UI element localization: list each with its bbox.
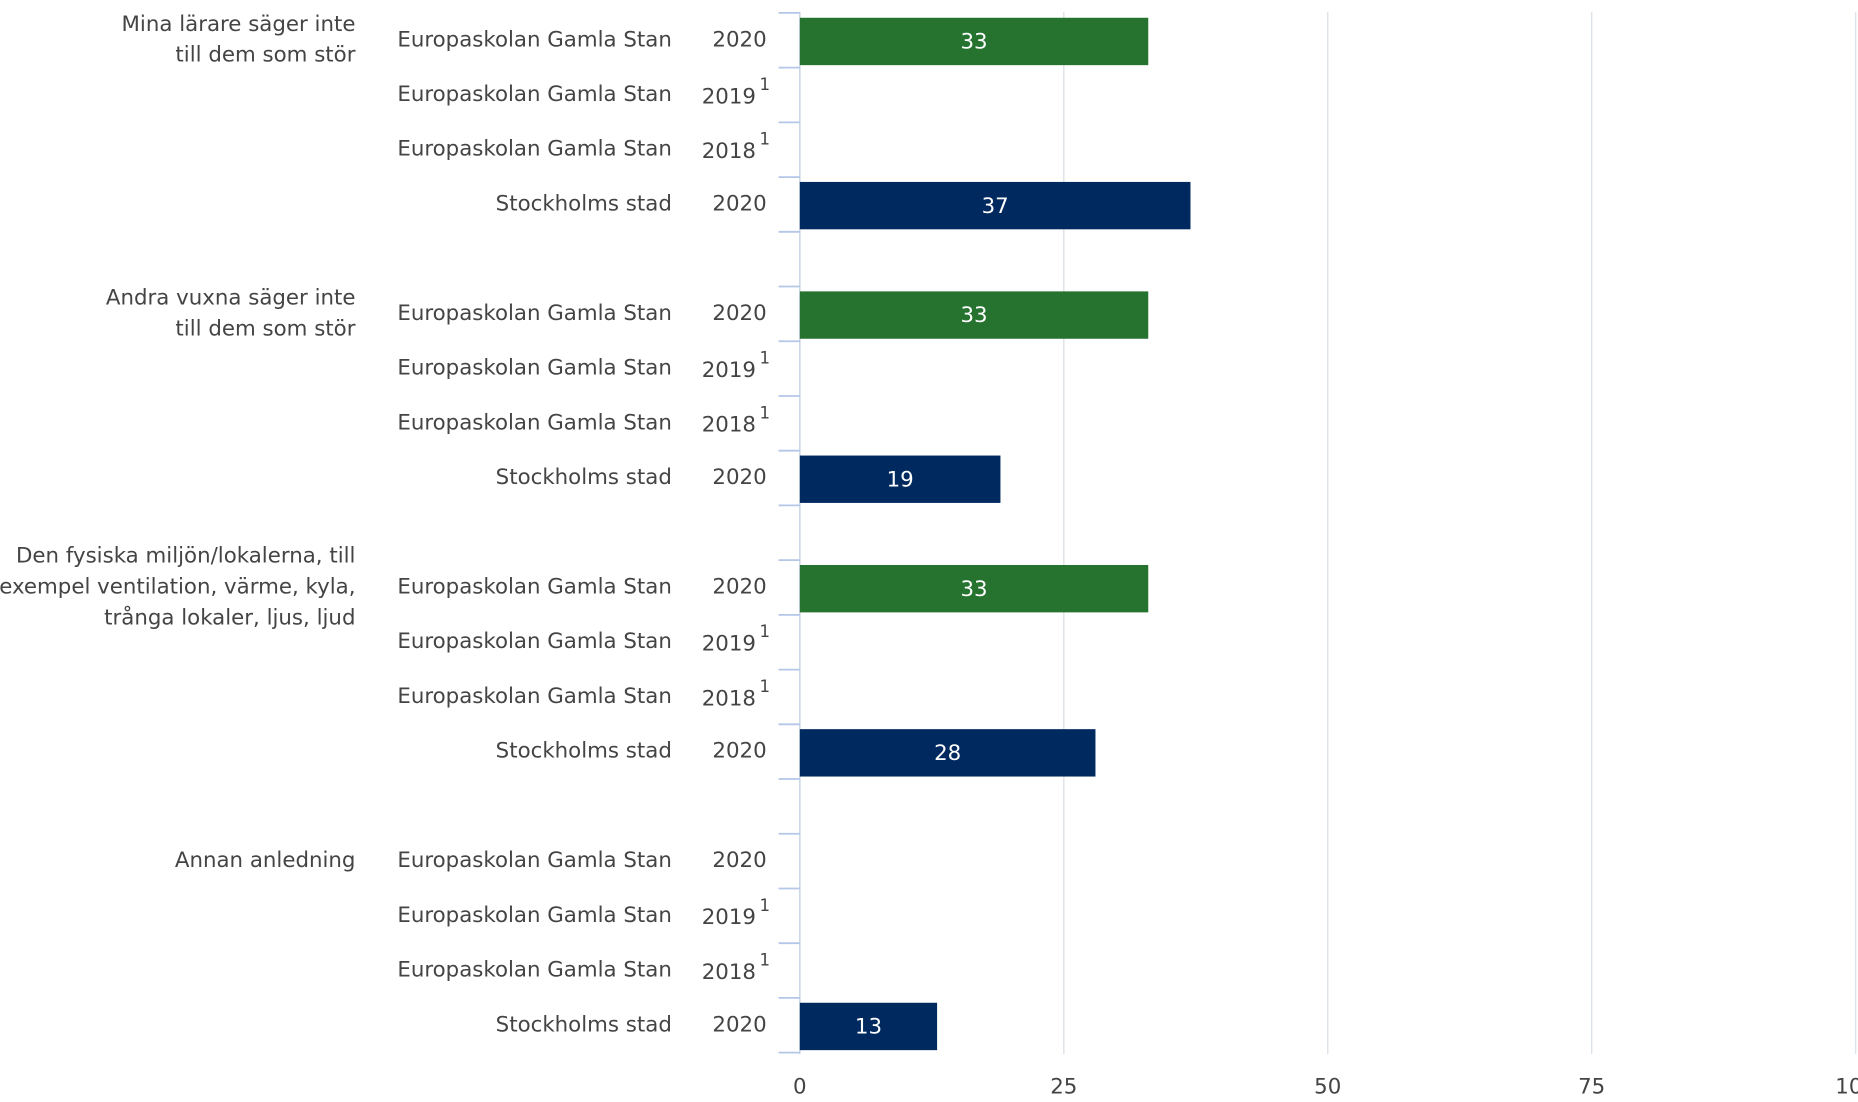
bar bbox=[799, 17, 1149, 66]
footnote-mark: 1 bbox=[760, 75, 771, 94]
row-name: Stockholms stad bbox=[496, 465, 672, 490]
footnote-mark: 1 bbox=[760, 622, 771, 641]
bar bbox=[799, 455, 1001, 503]
group-label: till dem som stör bbox=[175, 316, 355, 341]
row-year: 2020 bbox=[712, 739, 766, 764]
row-year: 2018 bbox=[702, 413, 756, 438]
row-year: 2020 bbox=[712, 191, 766, 216]
x-tick-label: 25 bbox=[1050, 1074, 1077, 1098]
row-year: 2019 bbox=[702, 358, 756, 383]
footnote-mark: 1 bbox=[760, 896, 771, 915]
row-year: 2020 bbox=[712, 574, 766, 599]
group-label: Annan anledning bbox=[175, 848, 356, 873]
x-tick-label: 0 bbox=[793, 1074, 807, 1098]
group-label: exempel ventilation, värme, kyla, bbox=[0, 574, 355, 599]
row-year: 2018 bbox=[702, 686, 756, 711]
bar bbox=[799, 564, 1149, 613]
row-name: Stockholms stad bbox=[496, 739, 672, 764]
value-label: 13 bbox=[855, 1015, 882, 1040]
row-name: Europaskolan Gamla Stan bbox=[397, 958, 671, 983]
bar bbox=[799, 291, 1149, 339]
row-name: Europaskolan Gamla Stan bbox=[397, 356, 671, 381]
row-name: Europaskolan Gamla Stan bbox=[397, 629, 671, 654]
group-label: till dem som stör bbox=[175, 43, 355, 68]
row-name: Europaskolan Gamla Stan bbox=[397, 684, 671, 709]
value-label: 28 bbox=[934, 741, 961, 766]
x-tick-label: 75 bbox=[1578, 1074, 1605, 1098]
value-label: 37 bbox=[982, 194, 1009, 219]
value-label: 33 bbox=[960, 577, 987, 602]
row-year: 2019 bbox=[702, 905, 756, 930]
bar bbox=[799, 181, 1191, 230]
group-label: Den fysiska miljön/lokalerna, till bbox=[16, 544, 355, 569]
x-tick-label: 100 bbox=[1835, 1074, 1858, 1098]
footnote-mark: 1 bbox=[760, 349, 771, 368]
row-name: Europaskolan Gamla Stan bbox=[397, 410, 671, 435]
row-year: 2020 bbox=[712, 27, 766, 52]
footnote-mark: 1 bbox=[760, 403, 771, 422]
group-label: trånga lokaler, ljus, ljud bbox=[104, 604, 355, 630]
row-name: Europaskolan Gamla Stan bbox=[397, 301, 671, 326]
footnote-mark: 1 bbox=[760, 130, 771, 149]
row-year: 2020 bbox=[712, 301, 766, 326]
row-year: 2018 bbox=[702, 960, 756, 985]
value-label: 33 bbox=[960, 30, 987, 55]
value-label: 19 bbox=[887, 467, 914, 492]
x-tick-label: 50 bbox=[1314, 1074, 1341, 1098]
row-name: Europaskolan Gamla Stan bbox=[397, 27, 671, 52]
row-name: Europaskolan Gamla Stan bbox=[397, 82, 671, 107]
group-label: Mina lärare säger inte bbox=[122, 12, 356, 37]
footnote-mark: 1 bbox=[760, 951, 771, 970]
row-name: Europaskolan Gamla Stan bbox=[397, 903, 671, 928]
group-label: Andra vuxna säger inte bbox=[106, 285, 356, 310]
row-name: Europaskolan Gamla Stan bbox=[397, 574, 671, 599]
row-name: Stockholms stad bbox=[496, 191, 672, 216]
row-year: 2018 bbox=[702, 139, 756, 164]
bar bbox=[799, 729, 1096, 777]
row-name: Europaskolan Gamla Stan bbox=[397, 848, 671, 873]
footnote-mark: 1 bbox=[760, 677, 771, 696]
row-year: 2019 bbox=[702, 84, 756, 109]
bar bbox=[799, 1002, 938, 1051]
row-year: 2020 bbox=[712, 848, 766, 873]
row-year: 2020 bbox=[712, 465, 766, 490]
row-name: Europaskolan Gamla Stan bbox=[397, 137, 671, 162]
row-year: 2020 bbox=[712, 1012, 766, 1037]
value-label: 33 bbox=[960, 303, 987, 328]
row-year: 2019 bbox=[702, 632, 756, 657]
row-name: Stockholms stad bbox=[496, 1012, 672, 1037]
